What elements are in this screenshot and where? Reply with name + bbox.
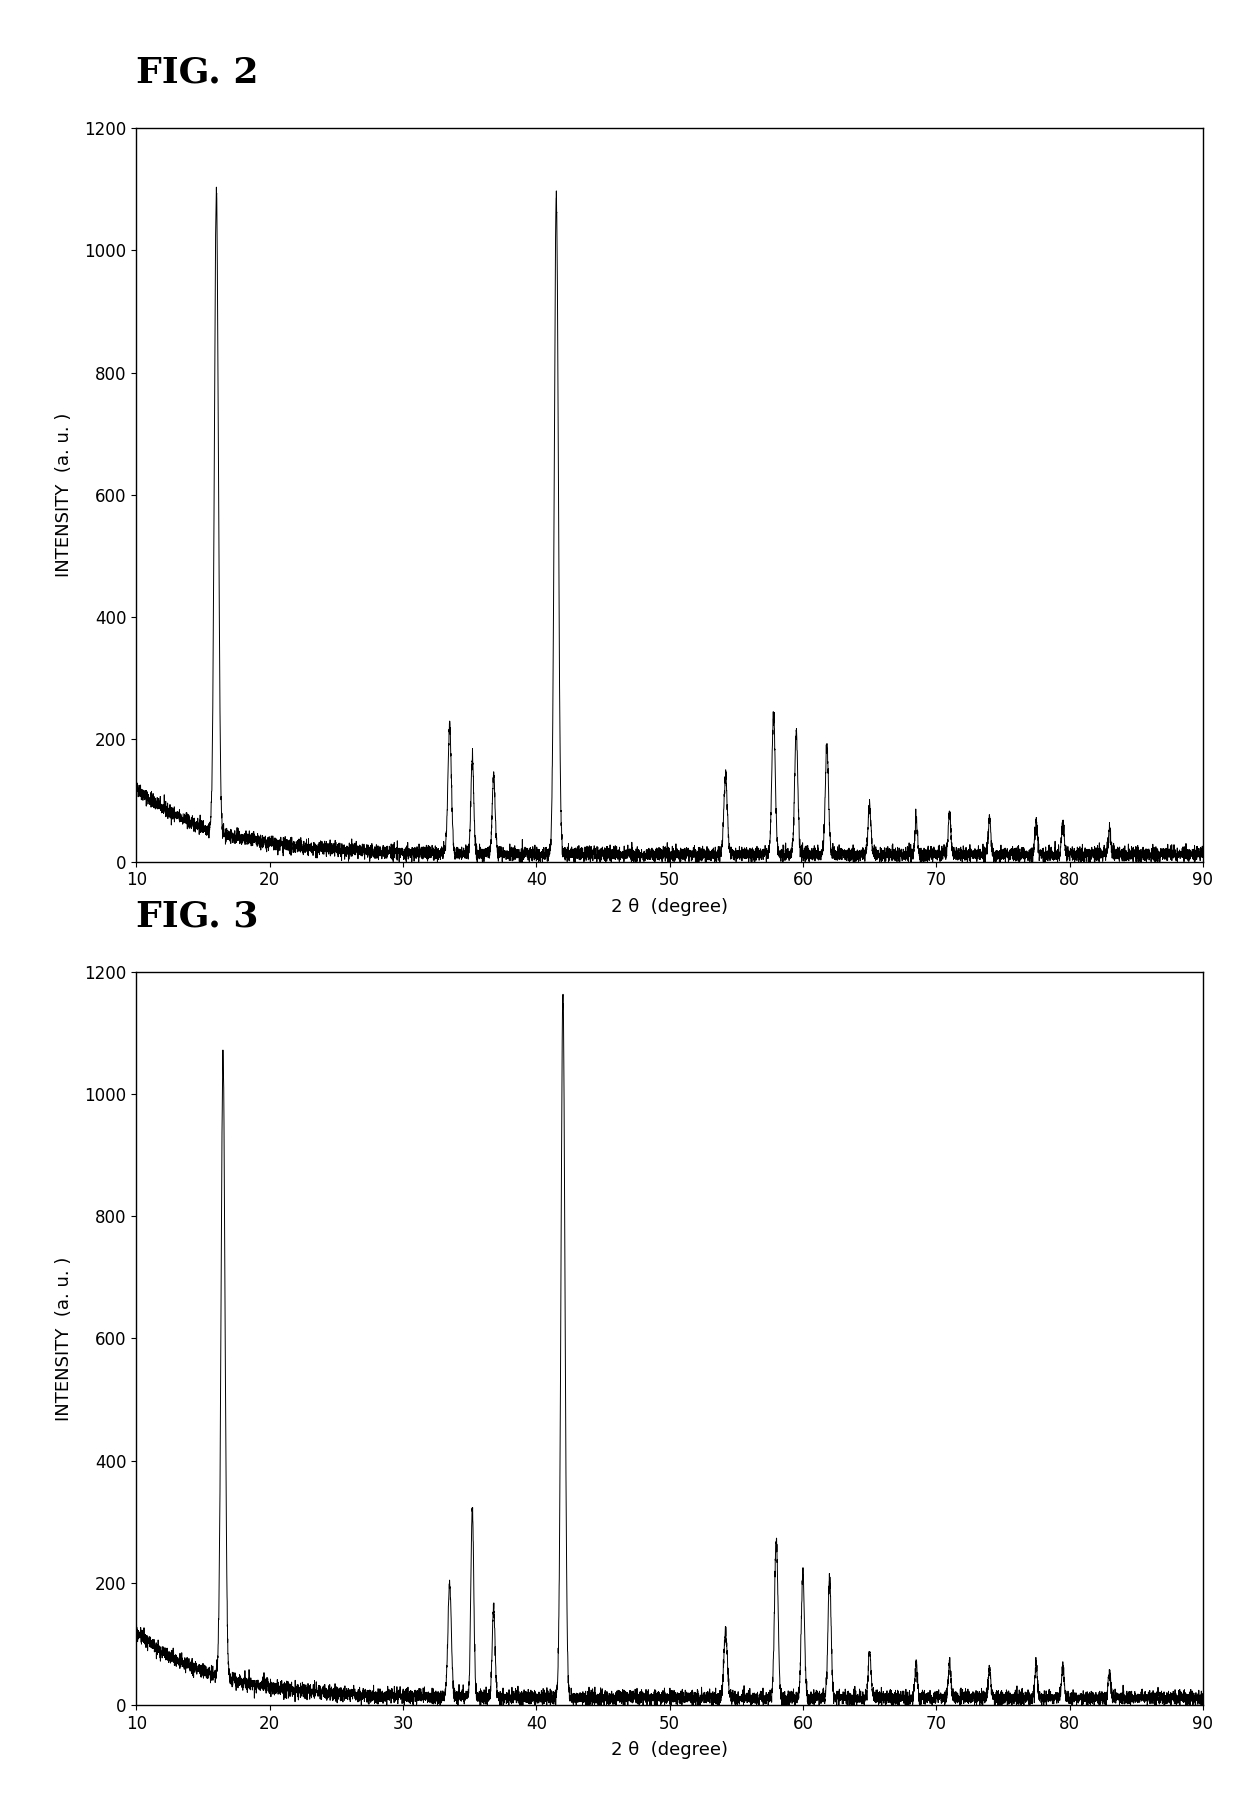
Text: FIG. 3: FIG. 3 [136,899,259,933]
X-axis label: 2 θ  (degree): 2 θ (degree) [611,898,728,915]
Y-axis label: INTENSITY  (a. u. ): INTENSITY (a. u. ) [56,413,73,576]
Y-axis label: INTENSITY  (a. u. ): INTENSITY (a. u. ) [56,1256,73,1420]
Text: FIG. 2: FIG. 2 [136,56,259,90]
X-axis label: 2 θ  (degree): 2 θ (degree) [611,1741,728,1759]
